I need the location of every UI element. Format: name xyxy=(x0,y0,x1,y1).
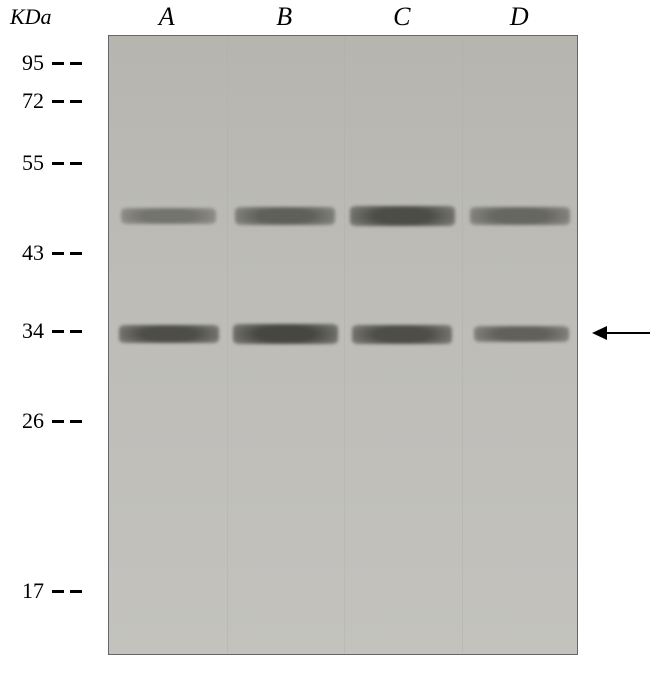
arrow-line xyxy=(605,332,650,334)
figure-container: KDa A B C D 95 72 55 43 34 26 17 xyxy=(0,0,650,682)
tick-mark xyxy=(52,252,64,255)
lane-separator xyxy=(462,36,463,654)
tick-mark xyxy=(70,162,82,165)
mw-label: 72 xyxy=(8,88,44,114)
mw-label: 43 xyxy=(8,240,44,266)
band xyxy=(474,326,569,342)
unit-label: KDa xyxy=(10,4,52,30)
blot-background xyxy=(109,36,577,654)
blot-area xyxy=(108,35,578,655)
tick-mark xyxy=(52,62,64,65)
lane-label: B xyxy=(264,2,304,32)
tick-mark xyxy=(52,420,64,423)
tick-mark xyxy=(70,100,82,103)
band xyxy=(470,207,570,225)
band xyxy=(233,324,338,344)
tick-mark xyxy=(52,330,64,333)
mw-label: 95 xyxy=(8,50,44,76)
tick-mark xyxy=(52,162,64,165)
mw-label: 17 xyxy=(8,578,44,604)
mw-label: 34 xyxy=(8,318,44,344)
band xyxy=(119,325,219,343)
mw-label: 26 xyxy=(8,408,44,434)
lane-label: D xyxy=(499,2,539,32)
tick-mark xyxy=(52,590,64,593)
tick-mark xyxy=(70,330,82,333)
tick-mark xyxy=(70,62,82,65)
lane-separator xyxy=(227,36,228,654)
tick-mark xyxy=(70,420,82,423)
band xyxy=(235,207,335,225)
tick-mark xyxy=(52,100,64,103)
lane-label: C xyxy=(382,2,422,32)
mw-label: 55 xyxy=(8,150,44,176)
band xyxy=(352,325,452,344)
lane-label: A xyxy=(147,2,187,32)
band xyxy=(121,208,216,224)
lane-separator xyxy=(344,36,345,654)
tick-mark xyxy=(70,252,82,255)
band xyxy=(350,206,455,226)
tick-mark xyxy=(70,590,82,593)
